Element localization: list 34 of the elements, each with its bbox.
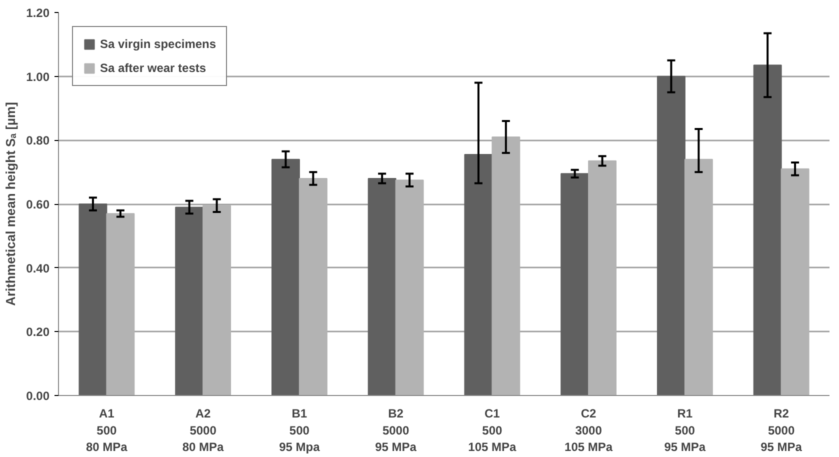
y-tick-label: 0.20 bbox=[26, 325, 50, 340]
bar bbox=[298, 178, 328, 396]
x-tick-label: B2 5000 95 MPa bbox=[375, 406, 417, 454]
y-tick-label: 0.60 bbox=[26, 198, 50, 212]
bar bbox=[780, 168, 810, 396]
y-axis-title: Arithmetical mean height Sₐ [µm] bbox=[3, 102, 18, 306]
bar bbox=[753, 64, 782, 396]
x-tick-label: R2 5000 95 MPa bbox=[760, 406, 802, 454]
y-tick-label: 0.80 bbox=[26, 134, 50, 148]
bar bbox=[395, 180, 424, 396]
x-tick-label: R1 500 95 MPa bbox=[664, 406, 706, 454]
bar bbox=[106, 213, 135, 396]
x-tick-label: B1 500 95 Mpa bbox=[279, 406, 320, 454]
y-tick-label: 0.00 bbox=[26, 389, 50, 403]
bar bbox=[464, 154, 493, 396]
bar bbox=[368, 178, 396, 396]
x-tick-label: A1 500 80 MPa bbox=[86, 406, 128, 454]
bar bbox=[656, 76, 686, 396]
y-tick-label: 0.40 bbox=[26, 261, 50, 276]
y-tick-label: 1.00 bbox=[26, 70, 50, 84]
bar bbox=[175, 206, 204, 396]
bar bbox=[202, 205, 232, 396]
bar bbox=[560, 173, 590, 396]
bar bbox=[492, 136, 520, 396]
x-tick-label: A2 5000 80 MPa bbox=[182, 406, 224, 454]
bar bbox=[684, 158, 713, 396]
legend-label: Sa after wear tests bbox=[100, 61, 206, 75]
x-tick-label: C1 500 105 MPa bbox=[468, 406, 517, 454]
bar bbox=[271, 158, 300, 396]
bar bbox=[78, 204, 108, 396]
bar bbox=[588, 160, 617, 396]
x-tick-label: C2 3000 105 MPa bbox=[564, 406, 613, 454]
y-tick-label: 1.20 bbox=[26, 6, 50, 20]
legend-label: Sa virgin specimens bbox=[100, 37, 216, 51]
